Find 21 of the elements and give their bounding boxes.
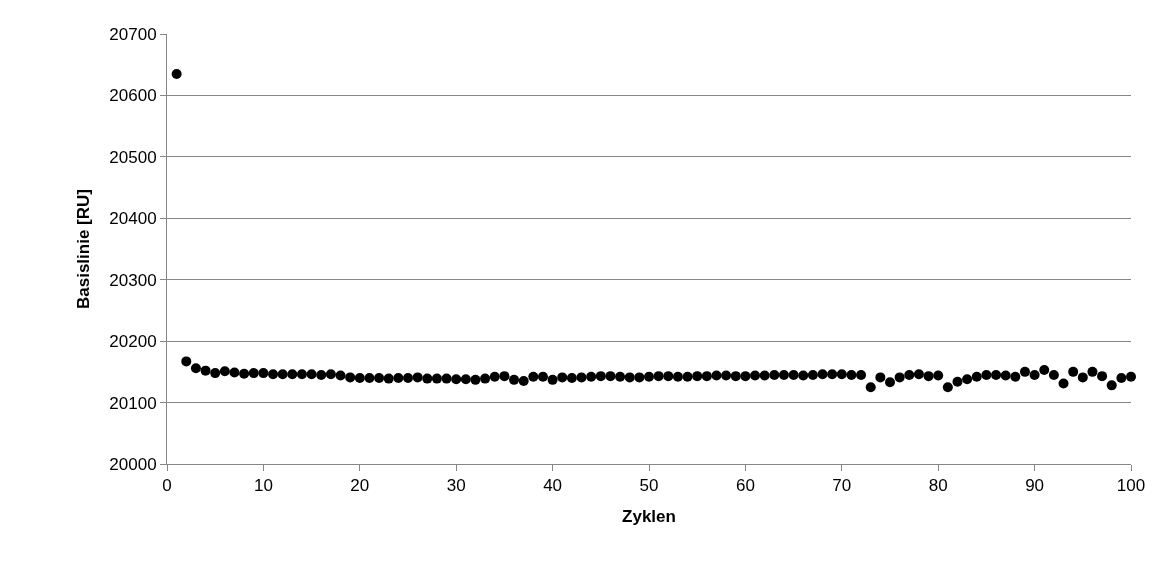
y-tick-label: 20600 xyxy=(109,86,157,106)
y-tick-label: 20700 xyxy=(109,24,157,44)
x-tick-label: 60 xyxy=(735,476,755,496)
x-tick-label: 20 xyxy=(350,476,370,496)
x-axis-title: Zyklen xyxy=(622,506,676,526)
x-tick-label: 80 xyxy=(928,476,948,496)
y-tick-label: 20000 xyxy=(109,454,157,474)
x-tick-label: 70 xyxy=(832,476,852,496)
y-tick-label: 20400 xyxy=(109,209,157,229)
x-tick-label: 90 xyxy=(1025,476,1045,496)
y-tick-label: 20500 xyxy=(109,147,157,167)
y-axis-title: Basislinie [RU] xyxy=(73,189,93,309)
y-tick-label: 20200 xyxy=(109,332,157,352)
x-tick-label: 30 xyxy=(446,476,466,496)
y-tick-label: 20300 xyxy=(109,270,157,290)
y-tick-label: 20100 xyxy=(109,393,157,413)
x-tick-label: 40 xyxy=(543,476,563,496)
x-tick-label: 50 xyxy=(639,476,659,496)
x-tick-label: 100 xyxy=(1116,476,1146,496)
x-tick-label: 10 xyxy=(253,476,273,496)
x-tick-label: 0 xyxy=(162,476,172,496)
